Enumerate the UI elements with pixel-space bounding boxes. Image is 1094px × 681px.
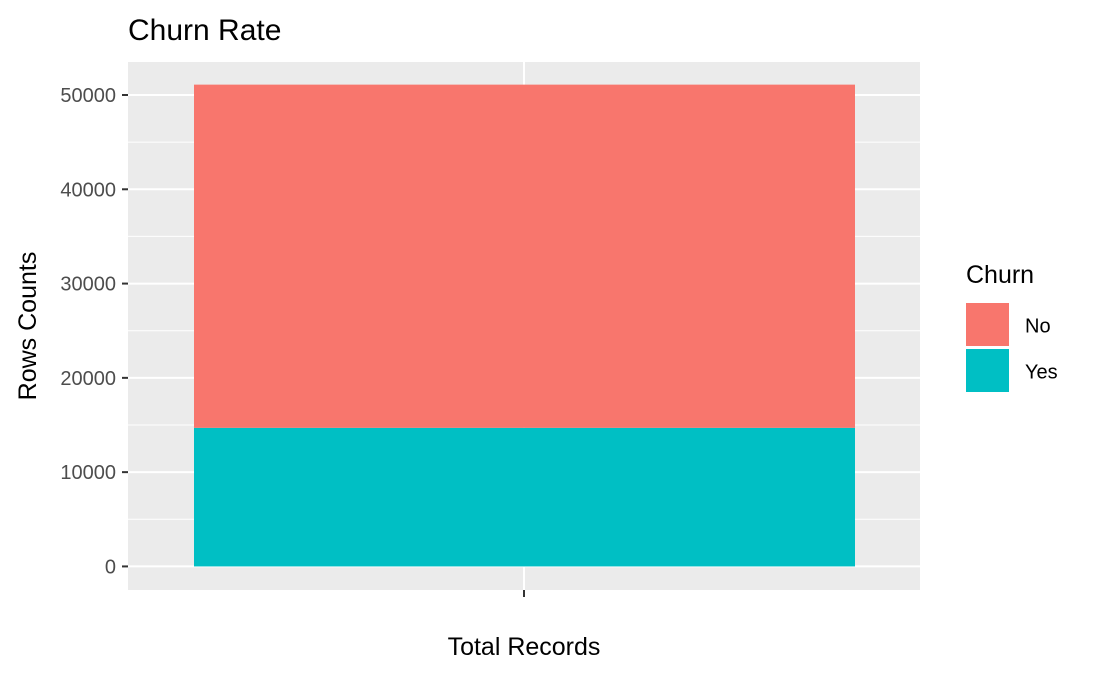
y-tick-label: 40000 <box>60 179 116 201</box>
legend-title: Churn <box>966 261 1034 289</box>
bar-segment-no <box>194 84 855 428</box>
y-axis-title: Rows Counts <box>14 252 42 401</box>
y-tick-label: 20000 <box>60 368 116 390</box>
y-tick-label: 30000 <box>60 274 116 296</box>
bars <box>194 84 855 567</box>
y-tick-label: 10000 <box>60 462 116 484</box>
chart-title: Churn Rate <box>128 14 281 47</box>
y-tick-label: 0 <box>105 556 116 578</box>
legend-key-yes <box>966 349 1009 392</box>
legend-label-yes: Yes <box>1025 362 1058 384</box>
y-tick-label: 50000 <box>60 85 116 107</box>
legend: Churn No Yes <box>966 261 1058 392</box>
y-axis: 0 10000 20000 30000 40000 50000 <box>60 85 128 578</box>
bar-segment-yes <box>194 427 855 567</box>
x-axis-title: Total Records <box>448 633 601 661</box>
legend-key-no <box>966 303 1009 346</box>
legend-label-no: No <box>1025 316 1051 338</box>
